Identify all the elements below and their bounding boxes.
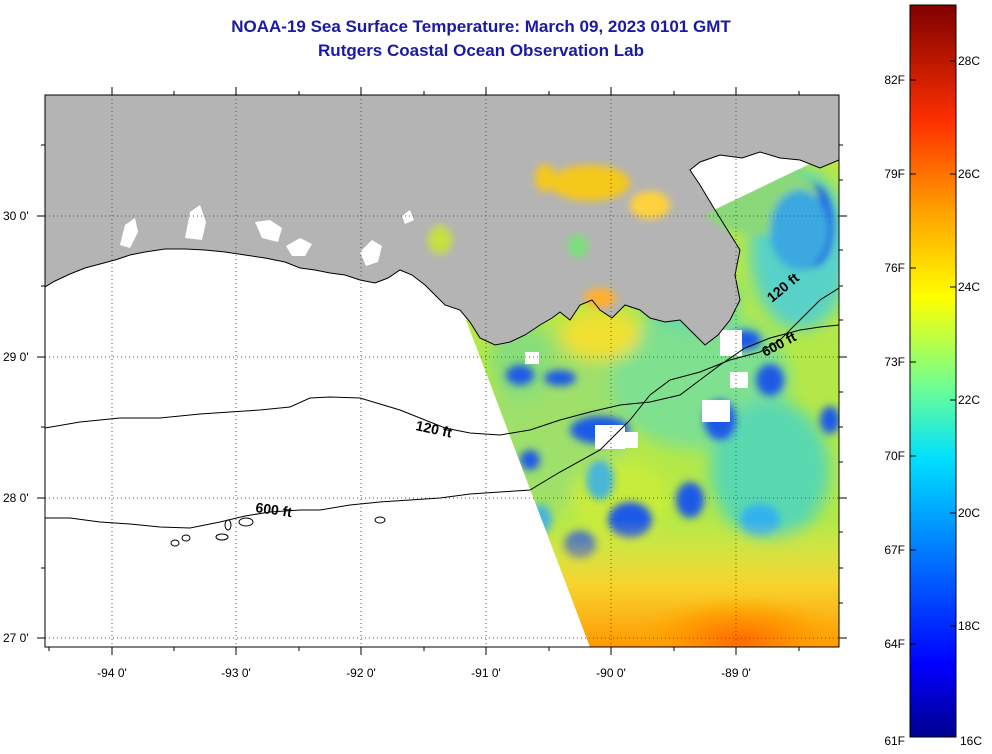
colorbar-label-c: 26C — [958, 167, 980, 181]
map-area: 120 ft 600 ft 120 ft 600 ft — [45, 95, 839, 647]
colorbar-label-c: 28C — [958, 54, 980, 68]
lon-label: -94 0' — [97, 666, 127, 680]
colorbar-label-c: 18C — [958, 619, 980, 633]
lat-label: 27 0' — [3, 631, 29, 645]
map-subtitle: Rutgers Coastal Ocean Observation Lab — [318, 41, 644, 60]
colorbar-label-f: 82F — [884, 73, 905, 87]
land-mass — [45, 95, 839, 345]
lat-label: 30 0' — [3, 209, 29, 223]
colorbar-label-f: 64F — [884, 637, 905, 651]
graticule — [45, 95, 839, 647]
colorbar-label-f: 70F — [884, 449, 905, 463]
colorbar-label-f: 73F — [884, 355, 905, 369]
colorbar-label-c: 22C — [958, 393, 980, 407]
colorbar-ticks — [910, 60, 956, 645]
colorbar-label-f: 76F — [884, 261, 905, 275]
map-frame — [44, 94, 840, 648]
contour-label-600ft-west: 600 ft — [255, 499, 294, 520]
colorbar-label-c: 16C — [960, 734, 982, 748]
colorbar-celsius-labels: 28C 26C 24C 22C 20C 18C 16C — [958, 54, 982, 748]
lon-label: -90 0' — [596, 666, 626, 680]
colorbar-label-c: 20C — [958, 506, 980, 520]
axis-ticks — [37, 87, 847, 655]
contour-label-120ft-west: 120 ft — [414, 417, 453, 440]
inshore-sst-patches — [428, 164, 670, 308]
lon-label: -89 0' — [721, 666, 751, 680]
colorbar-label-f: 79F — [884, 167, 905, 181]
inland-water — [120, 205, 414, 266]
latitude-labels: 30 0' 29 0' 28 0' 27 0' — [3, 209, 29, 645]
colorbar-label-f: 67F — [884, 543, 905, 557]
lat-label: 29 0' — [3, 350, 29, 364]
lon-label: -92 0' — [346, 666, 376, 680]
coastline — [45, 151, 839, 346]
colorbar-fahrenheit-labels: 82F 79F 76F 73F 70F 67F 64F 61F — [884, 73, 905, 748]
colorbar-label-f: 61F — [884, 734, 905, 748]
isobath-600ft — [45, 287, 839, 529]
longitude-labels: -94 0' -93 0' -92 0' -91 0' -90 0' -89 0… — [97, 666, 751, 680]
lat-label: 28 0' — [3, 491, 29, 505]
isobath-islands — [170, 516, 386, 547]
lon-label: -91 0' — [471, 666, 501, 680]
colorbar-label-c: 24C — [958, 280, 980, 294]
lon-label: -93 0' — [221, 666, 251, 680]
temperature-colorbar — [909, 4, 957, 738]
map-title: NOAA-19 Sea Surface Temperature: March 0… — [231, 17, 731, 36]
